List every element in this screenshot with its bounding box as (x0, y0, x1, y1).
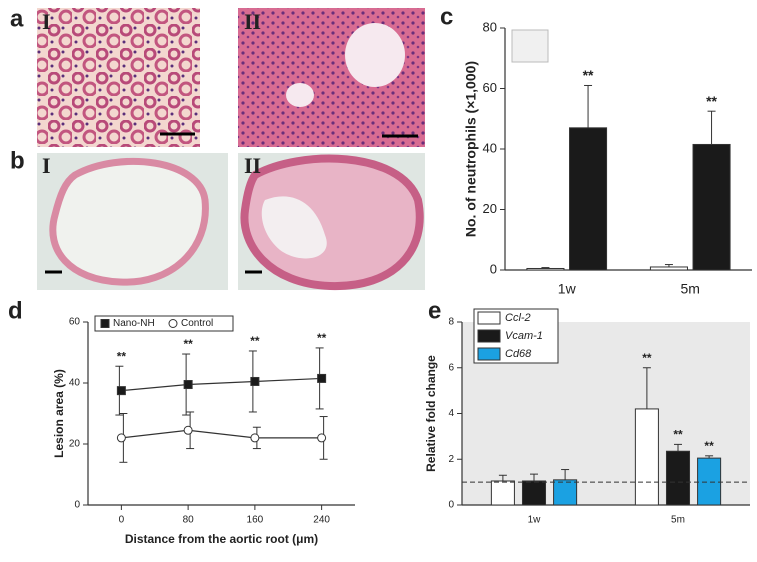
significance-label: ** (673, 428, 683, 442)
legend-label: Cd68 (505, 348, 532, 360)
histology-image (238, 8, 425, 147)
panel-label: d (8, 297, 23, 324)
point (183, 425, 193, 435)
legend-label: Vcam-1 (505, 330, 543, 342)
chart-panel: d 0 20 40 60 Lesion area (%) Distance from the… (8, 297, 355, 546)
alveolar-space (345, 23, 405, 87)
legend-marker (168, 319, 178, 328)
point (250, 433, 260, 443)
legend-box (94, 315, 234, 332)
panel-label: c (440, 3, 453, 30)
significance-label: ** (706, 93, 717, 109)
x-tick-label: 1w (558, 281, 577, 297)
y-tick-label: 20 (69, 439, 81, 450)
y-axis-label: No. of neutrophils (×1,000) (463, 61, 479, 237)
significance-label: ** (250, 334, 260, 348)
y-tick-label: 40 (483, 140, 497, 155)
point (317, 433, 327, 443)
chart-panel: c 0 20 40 60 80 No. of neutrophils (×1,000) 1w *… (440, 3, 752, 297)
legend-box (511, 29, 549, 63)
x-tick-label: 160 (247, 515, 264, 526)
y-axis-label: Lesion area (%) (52, 369, 66, 458)
image-label: I (42, 9, 51, 34)
plot-background (88, 322, 355, 505)
y-axis-label: Relative fold change (424, 355, 438, 472)
lumen (261, 196, 327, 259)
significance-label: ** (183, 337, 193, 351)
panel-label: a (10, 5, 24, 32)
aorta-section (49, 157, 209, 286)
y-tick-label: 60 (69, 317, 81, 328)
y-tick-label: 20 (483, 201, 497, 216)
panel-label: e (428, 297, 441, 324)
x-tick-label: 5m (681, 281, 700, 297)
y-tick-label: 2 (448, 454, 454, 465)
y-tick-label: 60 (483, 80, 497, 95)
bar (553, 479, 578, 506)
x-axis-label: Distance from the aortic root (μm) (125, 532, 318, 546)
y-tick-label: 8 (448, 317, 454, 328)
bar (692, 143, 731, 271)
point (116, 386, 126, 396)
point (317, 373, 327, 383)
bar (526, 267, 565, 271)
bar (490, 480, 515, 506)
bar (569, 127, 608, 271)
y-tick-label: 0 (74, 500, 80, 511)
x-tick-label: 1w (528, 515, 542, 526)
x-tick-label: 0 (119, 515, 125, 526)
legend-swatch (477, 347, 501, 361)
bar (697, 457, 722, 506)
significance-label: ** (117, 349, 127, 363)
point (116, 433, 126, 443)
histology-image (37, 8, 200, 147)
y-tick-label: 0 (490, 261, 497, 276)
bar (634, 408, 659, 506)
point (250, 376, 260, 386)
image-label: II (244, 153, 261, 178)
significance-label: ** (317, 331, 327, 345)
series-line (121, 429, 322, 439)
legend: Ccl-2 Vcam-1 Cd68 (473, 308, 559, 364)
bar (521, 480, 547, 506)
alveolar-space (286, 83, 314, 107)
x-tick-label: 5m (671, 515, 685, 526)
panel-images (37, 8, 549, 291)
point (183, 380, 193, 390)
image-label: I (42, 153, 51, 178)
legend-label: Nano-NH (113, 318, 155, 329)
legend-swatch (477, 329, 501, 343)
significance-label: ** (704, 439, 714, 453)
legend-label: Control (181, 318, 213, 329)
significance-label: ** (583, 67, 594, 83)
series-line (121, 377, 322, 392)
y-tick-label: 80 (483, 19, 497, 34)
x-tick-label: 240 (313, 515, 330, 526)
bar (665, 450, 691, 506)
y-tick-label: 0 (448, 500, 454, 511)
x-tick-label: 80 (183, 515, 195, 526)
chart-panel: e 0 2 4 6 8 Relative fold change 1w 5m ** ** ** Ccl-… (424, 297, 750, 526)
y-tick-label: 4 (448, 408, 454, 419)
y-tick-label: 40 (69, 378, 81, 389)
panel-label: b (10, 147, 25, 174)
legend-label: Ccl-2 (505, 312, 531, 324)
significance-label: ** (642, 351, 652, 365)
bar (649, 266, 688, 271)
image-label: II (244, 9, 261, 34)
legend-marker (100, 319, 110, 328)
legend-swatch (477, 311, 501, 325)
legend: Nano-NH Control (94, 315, 234, 332)
y-tick-label: 6 (448, 362, 454, 373)
